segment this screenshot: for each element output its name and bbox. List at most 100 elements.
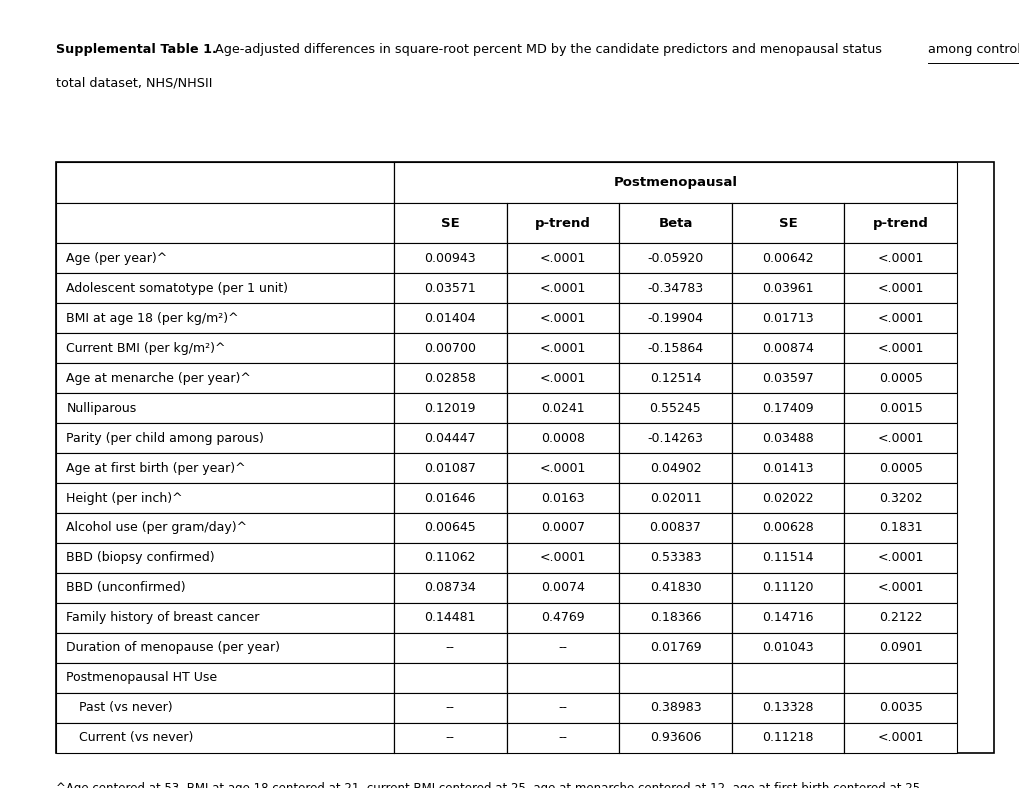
Text: SE: SE [777,217,797,229]
Text: 0.14716: 0.14716 [761,611,813,624]
Bar [56,573,393,603]
Bar [506,543,619,573]
Text: 0.00943: 0.00943 [424,252,476,265]
Bar [619,363,731,393]
Bar [619,513,731,543]
Bar [56,303,393,333]
Text: 0.2122: 0.2122 [878,611,921,624]
Text: 0.0015: 0.0015 [877,402,922,414]
Text: 0.03571: 0.03571 [424,282,476,295]
Bar [56,603,393,633]
Text: Age-adjusted differences in square-root percent MD by the candidate predictors a: Age-adjusted differences in square-root … [211,43,886,56]
Bar [844,603,956,633]
Text: Parity (per child among parous): Parity (per child among parous) [66,432,264,444]
Text: 0.12019: 0.12019 [424,402,476,414]
Text: 0.0035: 0.0035 [877,701,922,714]
Bar [619,393,731,423]
Text: 0.00837: 0.00837 [649,522,701,534]
Bar [731,303,844,333]
Bar [393,203,506,243]
Bar [506,273,619,303]
Bar [56,483,393,513]
Bar [393,573,506,603]
Bar [844,423,956,453]
Bar [56,162,994,753]
Bar [393,303,506,333]
Bar [844,393,956,423]
Text: Postmenopausal: Postmenopausal [612,176,737,188]
Bar [506,513,619,543]
Bar [731,273,844,303]
Text: <.0001: <.0001 [539,312,586,325]
Bar [506,483,619,513]
Text: -0.05920: -0.05920 [647,252,703,265]
Text: 0.0007: 0.0007 [540,522,584,534]
Text: <.0001: <.0001 [876,731,923,744]
Bar [56,243,393,273]
Text: Current BMI (per kg/m²)^: Current BMI (per kg/m²)^ [66,342,225,355]
Bar [56,333,393,363]
Text: 0.13328: 0.13328 [761,701,813,714]
Bar [393,603,506,633]
Text: <.0001: <.0001 [539,342,586,355]
Bar [619,243,731,273]
Text: 0.41830: 0.41830 [649,582,701,594]
Text: 0.0074: 0.0074 [540,582,584,594]
Bar [56,162,393,203]
Bar [619,663,731,693]
Text: 0.0241: 0.0241 [540,402,584,414]
Text: Supplemental Table 1.: Supplemental Table 1. [56,43,217,56]
Bar [506,423,619,453]
Text: 0.0008: 0.0008 [540,432,584,444]
Bar [506,663,619,693]
Text: 0.04447: 0.04447 [424,432,476,444]
Bar [56,203,393,243]
Bar [844,663,956,693]
Text: Past (vs never): Past (vs never) [78,701,172,714]
Bar [506,303,619,333]
Text: <.0001: <.0001 [876,582,923,594]
Bar [731,453,844,483]
Bar [619,723,731,753]
Bar [844,303,956,333]
Text: 0.03488: 0.03488 [761,432,813,444]
Bar [56,453,393,483]
Text: p-trend: p-trend [872,217,927,229]
Bar [731,243,844,273]
Bar [844,693,956,723]
Bar [393,363,506,393]
Bar [506,363,619,393]
Text: <.0001: <.0001 [539,282,586,295]
Text: 0.0901: 0.0901 [878,641,921,654]
Bar [844,273,956,303]
Text: Duration of menopause (per year): Duration of menopause (per year) [66,641,280,654]
Bar [393,333,506,363]
Bar [506,723,619,753]
Text: 0.03597: 0.03597 [761,372,813,385]
Text: <.0001: <.0001 [539,552,586,564]
Text: SE: SE [440,217,460,229]
Bar [506,203,619,243]
Text: <.0001: <.0001 [539,372,586,385]
Text: 0.02858: 0.02858 [424,372,476,385]
Text: 0.0005: 0.0005 [877,372,922,385]
Text: total dataset, NHS/NHSII: total dataset, NHS/NHSII [56,76,212,89]
Bar [56,723,393,753]
Bar [506,453,619,483]
Text: 0.17409: 0.17409 [761,402,813,414]
Bar [619,273,731,303]
Text: -0.14263: -0.14263 [647,432,703,444]
Text: 0.01646: 0.01646 [424,492,476,504]
Text: 0.11062: 0.11062 [424,552,476,564]
Text: 0.04902: 0.04902 [649,462,701,474]
Text: <.0001: <.0001 [539,462,586,474]
Text: 0.0005: 0.0005 [877,462,922,474]
Text: --: -- [557,641,567,654]
Bar [506,393,619,423]
Text: 0.00642: 0.00642 [761,252,813,265]
Bar [506,693,619,723]
Text: Family history of breast cancer: Family history of breast cancer [66,611,260,624]
Text: 0.00700: 0.00700 [424,342,476,355]
Text: <.0001: <.0001 [876,282,923,295]
Bar [844,243,956,273]
